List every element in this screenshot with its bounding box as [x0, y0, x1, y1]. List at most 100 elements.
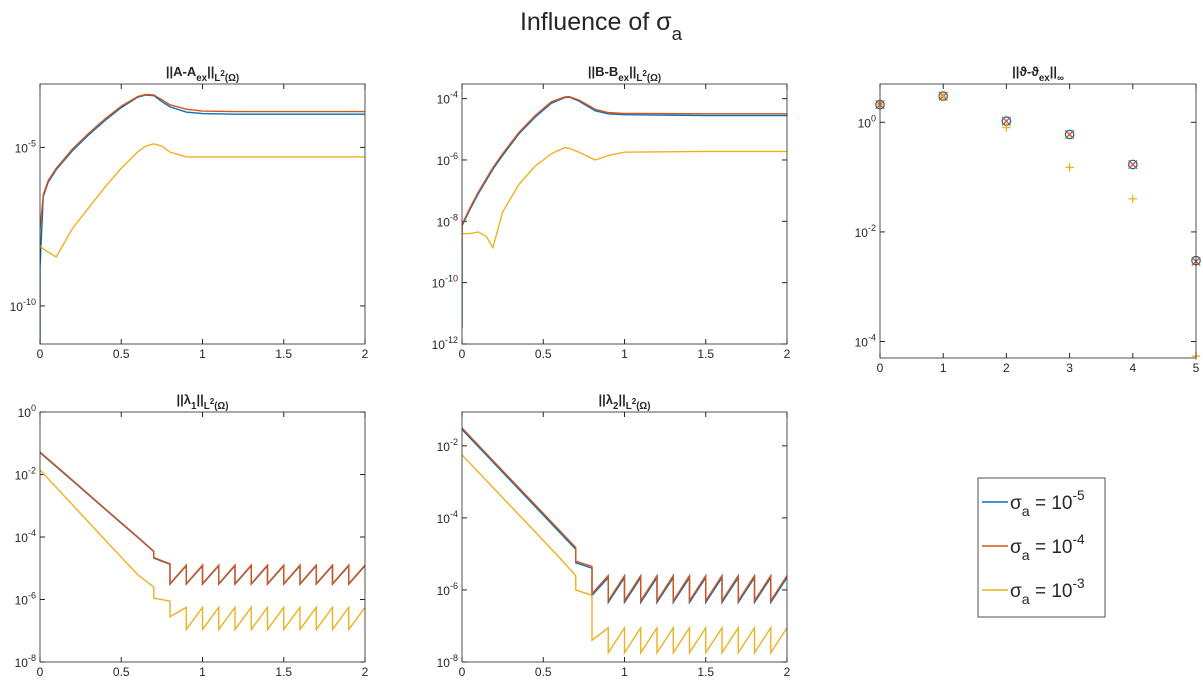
- subplot-title-part: ||ϑ-ϑ: [1012, 64, 1039, 79]
- y-tick-label: 10-8: [437, 653, 458, 670]
- x-tick-label: 0.5: [113, 347, 130, 361]
- series-line: [462, 427, 787, 604]
- y-tick-label: 10-2: [855, 223, 876, 240]
- y-tick-exponent: 0: [871, 113, 876, 123]
- subplot-title-part: ||: [207, 64, 214, 79]
- x-tick-label: 2: [1003, 361, 1010, 375]
- y-tick-base: 10: [432, 338, 446, 352]
- series-line: [40, 93, 365, 243]
- x-tick-label: 0.5: [535, 665, 552, 679]
- subplot-title-part: L: [626, 401, 632, 412]
- x-tick-label: 0: [37, 665, 44, 679]
- legend-label-part: = 10: [1030, 537, 1073, 558]
- marker: [1065, 163, 1074, 172]
- marker: [1001, 116, 1012, 126]
- legend-label: σa = 10-5: [1010, 488, 1085, 520]
- x-tick-label: 2: [362, 347, 369, 361]
- y-tick-label: 10-10: [10, 297, 36, 314]
- x-tick-label: 3: [1066, 361, 1073, 375]
- y-tick-base: 10: [437, 93, 451, 107]
- y-tick-exponent: 0: [31, 403, 36, 413]
- plot-area: [462, 412, 787, 662]
- subplot-title-part: (Ω): [636, 401, 650, 412]
- x-tick-label: 1.5: [697, 347, 714, 361]
- subplot-title: ||B-Bex||L2(Ω): [588, 64, 661, 84]
- legend-label-part: σ: [1010, 493, 1022, 514]
- subplot-title-part: 1: [191, 401, 197, 412]
- x-tick-label: 0.5: [535, 347, 552, 361]
- subplot-title-part: ||: [629, 64, 636, 79]
- y-tick-exponent: -12: [445, 335, 458, 345]
- axes-box: [461, 411, 788, 663]
- y-tick-base: 10: [858, 116, 872, 130]
- x-tick-label: 0: [459, 347, 466, 361]
- axes-box: [879, 83, 1197, 359]
- subplot-title-part: L: [204, 401, 210, 412]
- y-tick-label: 10-10: [432, 274, 458, 291]
- y-tick-exponent: -4: [450, 509, 458, 519]
- subplot-title: ||A-Aex||L2(Ω): [166, 64, 239, 84]
- subplot-title-part: L: [214, 73, 220, 84]
- series-line: [40, 143, 365, 258]
- legend-label-part: = 10: [1030, 581, 1073, 602]
- x-tick-label: 0: [459, 665, 466, 679]
- legend: [977, 477, 1106, 618]
- y-tick-exponent: -8: [28, 653, 36, 663]
- subplot-title-part: (Ω): [214, 401, 228, 412]
- y-tick-exponent: -8: [450, 212, 458, 222]
- x-tick-label: 1.5: [275, 347, 292, 361]
- subplot-title-part: (Ω): [225, 73, 239, 84]
- y-tick-base: 10: [437, 215, 451, 229]
- x-tick-label: 0: [37, 347, 44, 361]
- y-tick-base: 10: [855, 336, 869, 350]
- y-tick-base: 10: [15, 656, 29, 670]
- subplot-title-part: ||λ: [599, 392, 614, 407]
- y-tick-label: 10-6: [437, 151, 458, 168]
- series-line: [462, 96, 787, 329]
- plot-area: [880, 84, 1196, 358]
- y-tick-label: 100: [18, 403, 36, 420]
- plot-content: [462, 95, 787, 329]
- legend-label: σa = 10-3: [1010, 576, 1085, 608]
- axes-box: [461, 83, 788, 345]
- y-tick-label: 10-2: [437, 437, 458, 454]
- subplot-title-part: 2: [642, 69, 647, 78]
- plot-content: [40, 93, 365, 344]
- subplot-title-part: ex: [1039, 73, 1050, 84]
- y-tick-label: 10-6: [437, 581, 458, 598]
- y-tick-label: 10-12: [432, 335, 458, 352]
- y-tick-base: 10: [18, 406, 32, 420]
- series-line: [462, 454, 787, 656]
- subplot-title-part: ex: [196, 73, 207, 84]
- subplot-title: ||λ2||L2(Ω): [599, 392, 651, 412]
- legend-label-part: -5: [1072, 488, 1085, 503]
- legend-box: [977, 477, 1106, 618]
- subplot-title-part: L: [636, 73, 642, 84]
- x-tick-label: 4: [1129, 361, 1136, 375]
- marker: [939, 91, 948, 101]
- x-tick-label: 0.5: [113, 665, 130, 679]
- plot-content: [462, 427, 787, 656]
- subplot-title: ||λ1||L2(Ω): [177, 392, 229, 412]
- x-tick-label: 1: [621, 665, 628, 679]
- series-line: [40, 451, 365, 586]
- y-tick-base: 10: [437, 584, 451, 598]
- y-tick-base: 10: [15, 531, 29, 545]
- y-tick-exponent: -4: [868, 333, 876, 343]
- legend-label-part: σ: [1010, 537, 1022, 558]
- y-tick-exponent: -2: [450, 437, 458, 447]
- x-tick-label: 2: [784, 665, 791, 679]
- x-tick-label: 1: [621, 347, 628, 361]
- series-line: [462, 95, 787, 237]
- y-tick-base: 10: [437, 656, 451, 670]
- figure-title-part: a: [672, 23, 683, 44]
- y-tick-base: 10: [855, 226, 869, 240]
- subplot-title-part: ||: [618, 392, 625, 407]
- x-tick-label: 5: [1193, 361, 1200, 375]
- y-tick-base: 10: [15, 594, 29, 608]
- axes-box: [39, 411, 366, 663]
- figure-title-part: Influence of σ: [520, 8, 672, 36]
- y-tick-base: 10: [432, 277, 446, 291]
- series-line: [462, 428, 787, 605]
